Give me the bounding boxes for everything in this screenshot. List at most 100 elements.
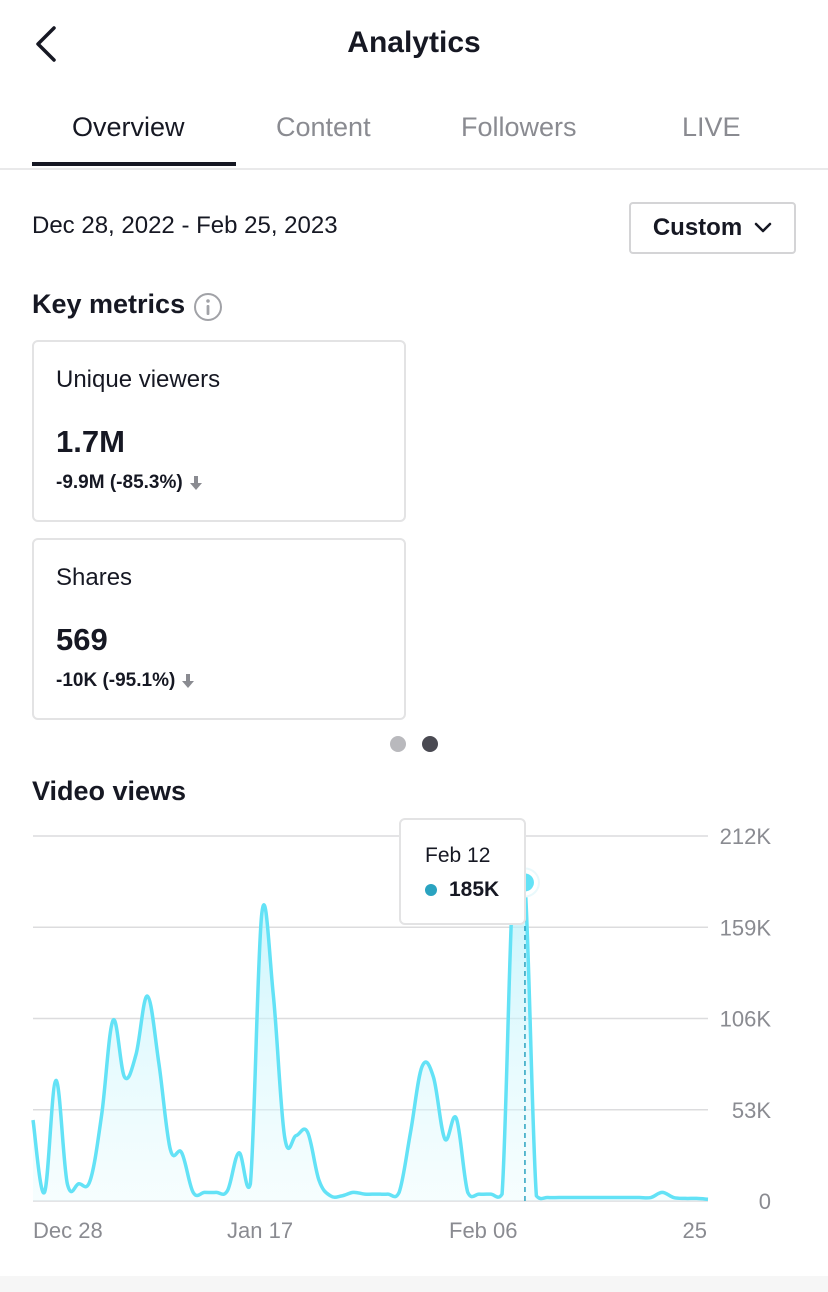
date-range-text: Dec 28, 2022 - Feb 25, 2023: [32, 212, 338, 239]
data-point: [502, 1194, 503, 1195]
data-point: [387, 1194, 388, 1195]
metric-card-unique-viewers[interactable]: Unique viewers 1.7M -9.9M (-85.3%): [32, 340, 406, 522]
bottom-strip: [0, 1276, 828, 1292]
metric-change: -9.9M (-85.3%): [56, 472, 203, 494]
data-point: [250, 1183, 251, 1184]
carousel-pager: [390, 736, 438, 752]
data-point: [399, 1192, 400, 1193]
y-tick-label: 0: [759, 1189, 771, 1214]
data-point: [479, 1194, 480, 1195]
data-point: [261, 913, 262, 914]
data-point: [547, 1197, 548, 1198]
data-point: [536, 1195, 537, 1196]
chart-tooltip: Feb 12 185K: [399, 818, 526, 925]
pager-dot[interactable]: [390, 736, 406, 752]
data-point: [673, 1197, 674, 1198]
data-point: [90, 1180, 91, 1181]
data-point: [135, 1054, 136, 1055]
chevron-down-icon: [754, 222, 772, 233]
data-point: [559, 1197, 560, 1198]
data-point: [284, 1137, 285, 1138]
data-point: [410, 1132, 411, 1133]
data-point: [639, 1197, 640, 1198]
data-point: [319, 1180, 320, 1181]
data-point: [238, 1152, 239, 1153]
data-point: [456, 1118, 457, 1119]
metric-value: 1.7M: [56, 424, 125, 459]
arrow-down-icon: [189, 476, 202, 490]
y-tick-label: 53K: [732, 1098, 771, 1123]
data-point: [147, 996, 148, 997]
data-point: [376, 1194, 377, 1195]
data-point: [467, 1192, 468, 1193]
data-point: [33, 1120, 34, 1121]
x-tick-label: Feb 06: [449, 1218, 518, 1243]
data-point: [444, 1139, 445, 1140]
tab-overview[interactable]: Overview: [72, 112, 185, 142]
tab-bar: Overview Content Followers LIVE: [0, 100, 828, 170]
views-series-line: [31, 833, 709, 1202]
data-point: [44, 1192, 45, 1193]
data-point: [273, 994, 274, 995]
data-point: [616, 1197, 617, 1198]
header: Analytics: [0, 0, 828, 90]
data-point: [490, 1194, 491, 1195]
views-area-fill: [33, 835, 708, 1201]
data-point: [216, 1192, 217, 1193]
active-tab-indicator: [32, 162, 236, 166]
data-point: [307, 1132, 308, 1133]
page-title: Analytics: [347, 26, 481, 59]
y-tick-label: 159K: [720, 915, 772, 940]
video-views-title: Video views: [32, 776, 187, 806]
data-point: [78, 1183, 79, 1184]
tab-live[interactable]: LIVE: [682, 112, 741, 142]
data-point: [193, 1192, 194, 1193]
data-point: [124, 1077, 125, 1078]
tooltip-series-dot: [425, 884, 437, 896]
tooltip-date: Feb 12: [425, 844, 491, 867]
tab-content[interactable]: Content: [276, 112, 371, 142]
x-tick-label: Jan 17: [227, 1218, 293, 1243]
metric-change-text: -10K (-95.1%): [56, 670, 176, 691]
metric-label: Unique viewers: [56, 366, 221, 393]
data-point: [227, 1190, 228, 1191]
data-point: [204, 1192, 205, 1193]
metric-card-shares[interactable]: Shares 569 -10K (-95.1%): [32, 538, 406, 720]
data-point: [605, 1197, 606, 1198]
pager-dot-active[interactable]: [422, 736, 438, 752]
data-point: [627, 1197, 628, 1198]
metric-change-text: -9.9M (-85.3%): [56, 472, 183, 493]
data-point: [696, 1198, 697, 1199]
back-button[interactable]: [26, 22, 66, 66]
data-point: [662, 1192, 663, 1193]
data-point: [296, 1135, 297, 1136]
metric-value: 569: [56, 622, 108, 657]
x-tick-label: 25: [683, 1218, 707, 1243]
data-point: [341, 1195, 342, 1196]
info-icon[interactable]: [193, 292, 223, 322]
data-point: [685, 1198, 686, 1199]
data-point: [330, 1195, 331, 1196]
arrow-down-icon: [182, 674, 195, 688]
data-point: [582, 1197, 583, 1198]
data-point: [593, 1197, 594, 1198]
key-metrics-title: Key metrics: [32, 289, 186, 319]
chevron-left-icon: [36, 26, 56, 62]
tab-followers[interactable]: Followers: [461, 112, 577, 142]
tooltip-value: 185K: [449, 878, 500, 901]
y-tick-label: 212K: [720, 824, 772, 849]
custom-range-label: Custom: [652, 214, 743, 241]
y-tick-label: 106K: [720, 1007, 772, 1032]
data-point: [364, 1194, 365, 1195]
data-point: [170, 1149, 171, 1150]
data-point: [55, 1080, 56, 1081]
tooltip-value-row: 185K: [425, 878, 499, 902]
custom-range-button[interactable]: Custom: [629, 202, 796, 254]
data-point: [353, 1192, 354, 1193]
data-point: [101, 1114, 102, 1115]
data-point: [158, 1063, 159, 1064]
data-point: [421, 1066, 422, 1067]
x-tick-label: Dec 28: [33, 1218, 103, 1243]
data-point: [113, 1020, 114, 1021]
data-point: [433, 1077, 434, 1078]
